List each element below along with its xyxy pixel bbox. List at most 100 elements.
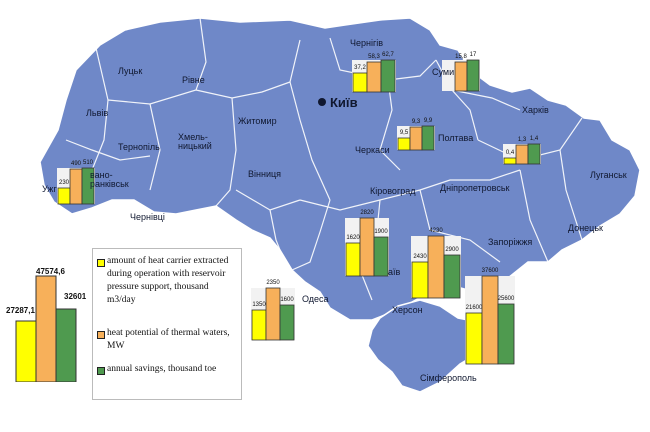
city-label-ternopil: Тернопіль [118, 142, 160, 152]
city-label-sumy: Суми [432, 67, 455, 77]
total-bar-series1 [15, 320, 37, 382]
bar-label-sumy-series3: 17 [469, 52, 477, 58]
bar-mykolaiv-series1 [345, 242, 361, 277]
total-label-series1: 27287,1 [6, 306, 35, 315]
region-chart-odesa [251, 287, 295, 341]
city-label-ivano-frankivsk: вано-ранківськ [90, 170, 129, 189]
city-label-chernihiv: Чернігів [350, 38, 384, 48]
city-dot-kyiv [318, 98, 326, 106]
bar-label-crimea-series2: 37600 [481, 268, 499, 274]
bar-label-chernihiv-series1: 37,2 [354, 65, 366, 71]
bar-zaporizhzhia-series1 [411, 261, 429, 299]
bar-label-poltava-series3: 9,9 [423, 118, 433, 124]
region-chart-zaporizhzhia [411, 235, 461, 299]
total-bar-series2 [35, 275, 57, 382]
city-label-zhytomyr: Житомир [238, 116, 277, 126]
bar-label-poltava-series1: 9,5 [399, 130, 409, 136]
bar-label-mykolaiv-series3: 1900 [374, 229, 388, 235]
bar-crimea-series3 [497, 303, 515, 365]
bar-crimea-series2 [481, 275, 499, 365]
bar-label-zaporizhzhia-series1: 2430 [413, 254, 427, 260]
legend-item-annual-savings: annual savings, thousand toe [97, 363, 239, 376]
city-label-uzhhorod: Ужг [42, 184, 57, 194]
bar-label-odesa-series3: 1600 [280, 297, 294, 303]
bar-chernihiv-series1 [352, 72, 368, 93]
legend-swatch-orange [97, 331, 105, 339]
city-label-vinnytsia: Вінниця [248, 169, 281, 179]
city-label-kirovohrad: Кіровоград [370, 186, 416, 196]
bar-sumy-series2 [454, 61, 468, 92]
bar-label-crimea-series1: 21600 [465, 305, 483, 311]
region-chart-sumy [442, 59, 480, 92]
bar-label-mykolaiv-series2: 2820 [360, 210, 374, 216]
city-label-odesa: Одеса [302, 294, 329, 304]
bar-zakarpattia-series1 [57, 187, 71, 205]
city-label-simferopol: Сімферополь [420, 373, 477, 383]
bar-label-sumy-series2: 15,8 [455, 54, 467, 60]
city-label-luhansk: Луганськ [590, 170, 627, 180]
bar-label-kharkiv-series1: 0,4 [505, 150, 515, 156]
bar-kharkiv-series1 [503, 157, 517, 165]
bar-label-kharkiv-series3: 1,4 [529, 136, 539, 142]
city-label-poltava: Полтава [438, 133, 474, 143]
bar-mykolaiv-series3 [373, 236, 389, 277]
bar-chernihiv-series3 [380, 59, 396, 93]
region-chart-chernihiv [352, 59, 396, 93]
city-label-lutsk: Луцьк [118, 66, 143, 76]
bar-label-zaporizhzhia-series3: 2900 [445, 247, 459, 253]
region-chart-zakarpattia [57, 167, 95, 205]
bar-poltava-series3 [421, 125, 435, 151]
city-label-kherson: Херсон [392, 305, 423, 315]
city-label-cherkasy: Черкаси [355, 145, 390, 155]
bar-label-kharkiv-series2: 1,3 [517, 137, 527, 143]
city-label-khmelnytskyi: Хмель-ницький [178, 132, 212, 151]
bar-label-zakarpattia-series3: 510 [82, 160, 93, 166]
city-label-zaporizhzhia: Запоріжжя [488, 237, 533, 247]
bar-label-chernihiv-series2: 58,3 [368, 54, 380, 60]
bar-label-odesa-series2: 2350 [266, 280, 280, 286]
bar-poltava-series1 [397, 137, 411, 151]
city-label-kyiv: Київ [330, 95, 358, 110]
bar-zaporizhzhia-series3 [443, 254, 461, 299]
bar-label-zaporizhzhia-series2: 4230 [429, 228, 443, 234]
region-chart-crimea [465, 275, 515, 365]
legend-label-heat-potential: heat potential of thermal waters, MW [107, 328, 230, 351]
bar-label-zakarpattia-series1: 230 [58, 180, 69, 186]
city-label-mykolaiv: аїв [388, 267, 401, 277]
legend-swatch-yellow [97, 259, 105, 267]
legend-label-heat-carrier: amount of heat carrier extracted during … [107, 256, 229, 305]
bar-label-poltava-series2: 9,3 [411, 119, 421, 125]
city-label-chernivtsi: Чернівці [130, 212, 165, 222]
bar-zakarpattia-series3 [81, 167, 95, 205]
bar-odesa-series3 [279, 304, 295, 341]
bar-label-crimea-series3: 25600 [497, 296, 515, 302]
total-bar-series3 [55, 308, 77, 382]
bar-label-odesa-series1: 1350 [252, 302, 266, 308]
legend-item-heat-potential: heat potential of thermal waters, MW [97, 327, 239, 353]
total-chart [15, 275, 77, 382]
bar-label-chernihiv-series3: 62,7 [382, 52, 394, 58]
region-chart-mykolaiv [345, 217, 389, 277]
city-label-kharkiv: Харків [522, 105, 549, 115]
bar-mykolaiv-series2 [359, 217, 375, 277]
regional-charts [57, 59, 541, 365]
region-chart-kharkiv [503, 143, 541, 165]
bar-odesa-series2 [265, 287, 281, 341]
bar-sumy-series3 [466, 59, 480, 92]
city-label-donetsk: Донецьк [568, 223, 603, 233]
bar-label-zakarpattia-series2: 490 [70, 161, 81, 167]
city-label-rivne: Рівне [182, 75, 205, 85]
bar-zakarpattia-series2 [69, 168, 83, 205]
legend-swatch-green [97, 367, 105, 375]
legend-item-heat-carrier: amount of heat carrier extracted during … [97, 255, 239, 307]
bar-odesa-series1 [251, 309, 267, 341]
legend: amount of heat carrier extracted during … [92, 248, 242, 400]
bar-crimea-series1 [465, 312, 483, 365]
city-label-lviv: Львів [86, 108, 109, 118]
city-label-dnipro: Дніпропетровськ [440, 183, 510, 193]
bar-zaporizhzhia-series2 [427, 235, 445, 299]
bar-label-mykolaiv-series1: 1620 [346, 235, 360, 241]
total-label-series2: 47574,6 [36, 267, 65, 276]
